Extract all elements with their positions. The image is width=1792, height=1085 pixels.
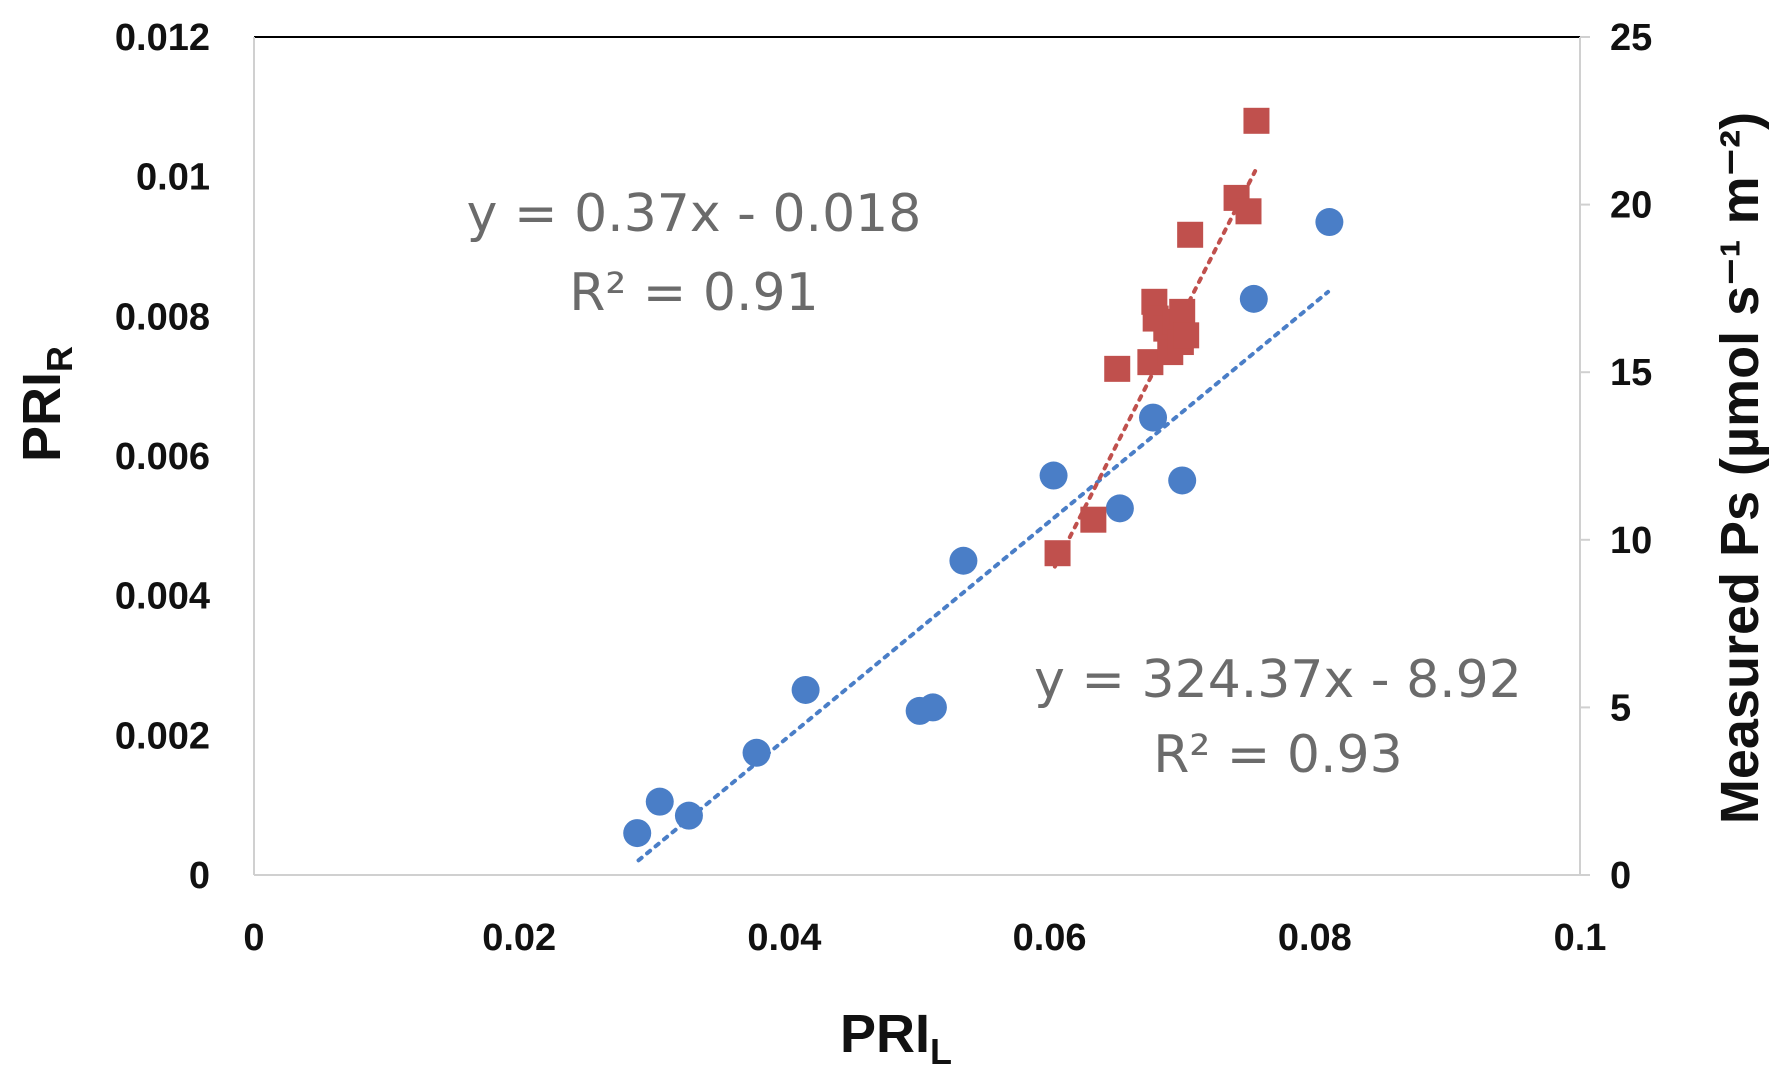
y-right-tick-label: 10 xyxy=(1610,520,1652,562)
data-point-prir xyxy=(791,675,820,704)
data-point-prir xyxy=(1039,461,1068,490)
y-left-tick-label: 0.012 xyxy=(115,17,210,59)
y-left-tick-label: 0 xyxy=(189,855,210,897)
y-left-axis-title: PRIR xyxy=(12,346,80,462)
ticks-group: 0 0.02 0.04 0.06 0.08 0.100.0020.0040.0060.00… xyxy=(115,17,1652,959)
data-point-prir xyxy=(1315,208,1344,237)
y-right-tick-label: 15 xyxy=(1610,352,1652,394)
y-right-tick-label: 25 xyxy=(1610,17,1652,59)
data-point-ps xyxy=(1044,540,1071,567)
y-right-tick-label: 5 xyxy=(1610,687,1631,729)
r2-ps: R² = 0.91 xyxy=(569,263,818,323)
equation-ps: y = 0.37x - 0.018 xyxy=(467,184,922,244)
x-axis-title-main: PRI xyxy=(840,1004,930,1064)
data-point-prir xyxy=(742,738,771,767)
data-point-prir xyxy=(1239,284,1268,313)
data-point-prir xyxy=(1168,466,1197,495)
data-point-ps xyxy=(1104,355,1131,382)
data-point-prir xyxy=(1105,494,1134,523)
x-axis-title: PRIL xyxy=(840,1004,952,1072)
data-point-prir xyxy=(918,693,947,722)
x-tick-label: 0.04 xyxy=(747,917,821,959)
x-tick-label: 0.1 xyxy=(1554,917,1607,959)
y-left-tick-label: 0.008 xyxy=(115,296,210,338)
x-axis-title-sub: L xyxy=(930,1031,952,1072)
data-point-ps xyxy=(1080,506,1107,533)
y-left-tick-label: 0.006 xyxy=(115,436,210,478)
r2-prir: R² = 0.93 xyxy=(1153,725,1402,785)
y-right-axis-title: Measured Ps (µmol s⁻¹ m⁻²) xyxy=(1710,112,1770,824)
data-point-prir xyxy=(623,819,652,848)
data-point-ps xyxy=(1169,298,1196,325)
y-right-tick-label: 20 xyxy=(1610,185,1652,227)
x-tick-label: 0.06 xyxy=(1013,917,1087,959)
data-point-ps xyxy=(1243,107,1270,134)
points-group xyxy=(623,107,1344,848)
y-left-axis-title-sub: R xyxy=(39,346,80,372)
y-left-tick-label: 0.01 xyxy=(136,157,210,199)
x-tick-label: 0.08 xyxy=(1278,917,1352,959)
data-point-prir xyxy=(674,801,703,830)
y-right-tick-label: 0 xyxy=(1610,855,1631,897)
data-point-prir xyxy=(645,787,674,816)
x-tick-label: 0 xyxy=(243,917,264,959)
equation-prir: y = 324.37x - 8.92 xyxy=(1034,650,1522,710)
data-point-prir xyxy=(949,546,978,575)
data-point-ps xyxy=(1177,221,1204,248)
y-left-tick-label: 0.004 xyxy=(115,576,210,618)
x-tick-label: 0.02 xyxy=(482,917,556,959)
data-point-ps xyxy=(1173,322,1200,349)
data-point-ps xyxy=(1235,198,1262,225)
y-left-tick-label: 0.002 xyxy=(115,715,210,757)
y-left-axis-title-main: PRI xyxy=(12,372,72,462)
data-point-prir xyxy=(1139,403,1168,432)
